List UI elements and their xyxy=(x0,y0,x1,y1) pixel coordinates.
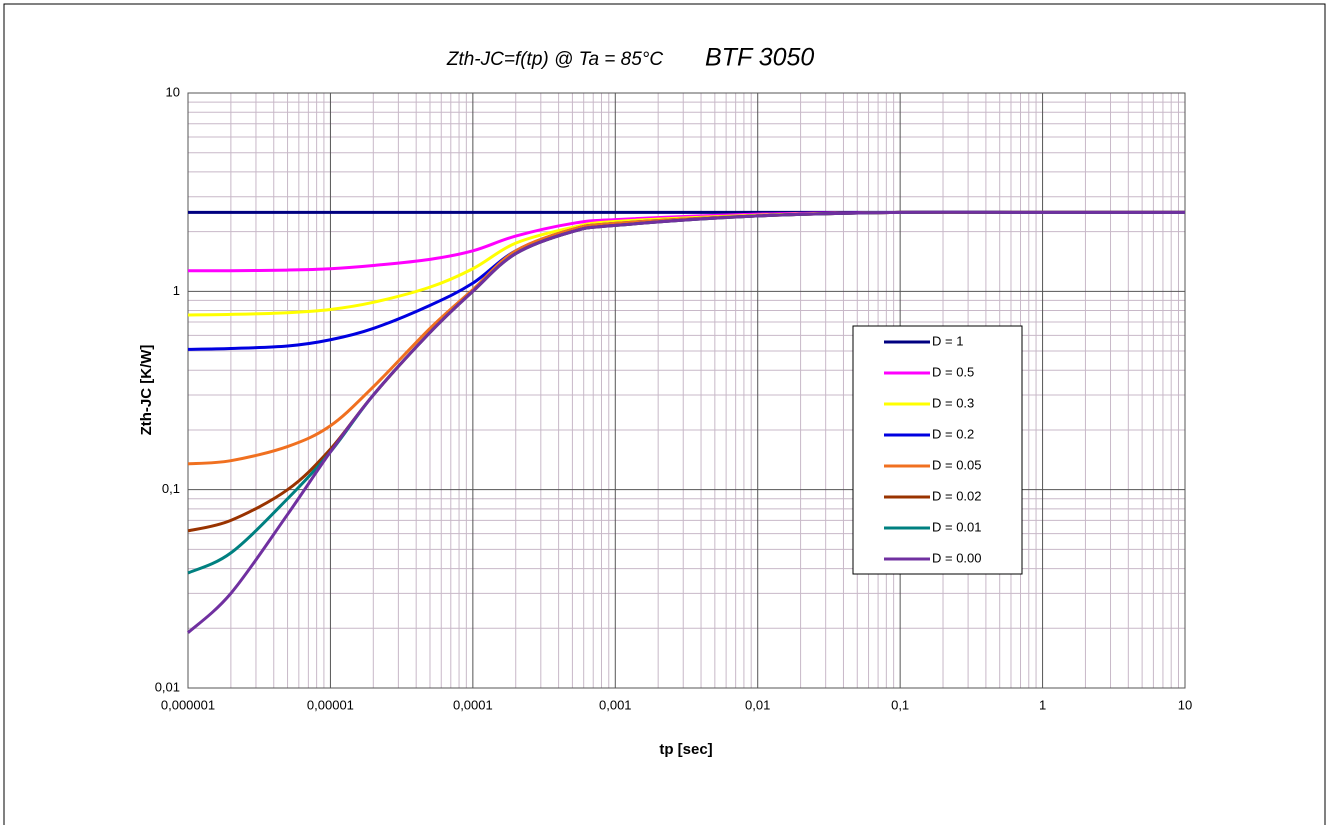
x-axis-label: tp [sec] xyxy=(659,741,712,758)
legend-label: D = 1 xyxy=(932,333,963,348)
series-line xyxy=(187,210,1185,533)
legend-label: D = 0.5 xyxy=(932,364,974,379)
legend-box xyxy=(852,325,1023,575)
series-line xyxy=(187,210,1185,575)
y-tick-label: 0,1 xyxy=(162,481,180,496)
legend-label: D = 0.2 xyxy=(932,426,974,441)
plot-border xyxy=(187,92,1186,689)
x-tick-label: 0,000001 xyxy=(161,697,215,712)
legend-label: D = 0.3 xyxy=(932,395,974,410)
y-tick-label: 1 xyxy=(173,283,180,298)
series-line xyxy=(187,210,1185,317)
chart-subtitle: BTF 3050 xyxy=(705,44,814,72)
x-tick-label: 0,01 xyxy=(745,697,770,712)
x-tick-label: 0,00001 xyxy=(307,697,354,712)
legend-label: D = 0.01 xyxy=(932,519,982,534)
x-tick-label: 0,0001 xyxy=(453,697,493,712)
series-line xyxy=(186,210,1185,634)
x-tick-label: 10 xyxy=(1178,697,1192,712)
y-tick-label: 10 xyxy=(166,84,180,99)
chart-title: Zth-JC=f(tp) @ Ta = 85°C xyxy=(446,49,664,70)
legend-label: D = 0.00 xyxy=(932,550,982,565)
legend-label: D = 0.05 xyxy=(932,457,982,472)
legend-label: D = 0.02 xyxy=(932,488,982,503)
x-tick-label: 0,1 xyxy=(891,697,909,712)
series-line xyxy=(187,210,1185,351)
x-tick-label: 0,001 xyxy=(599,697,632,712)
frame xyxy=(3,3,1326,825)
y-axis-label: Zth-JC [K/W] xyxy=(138,345,155,436)
x-tick-label: 1 xyxy=(1039,697,1046,712)
y-tick-label: 0,01 xyxy=(155,679,180,694)
